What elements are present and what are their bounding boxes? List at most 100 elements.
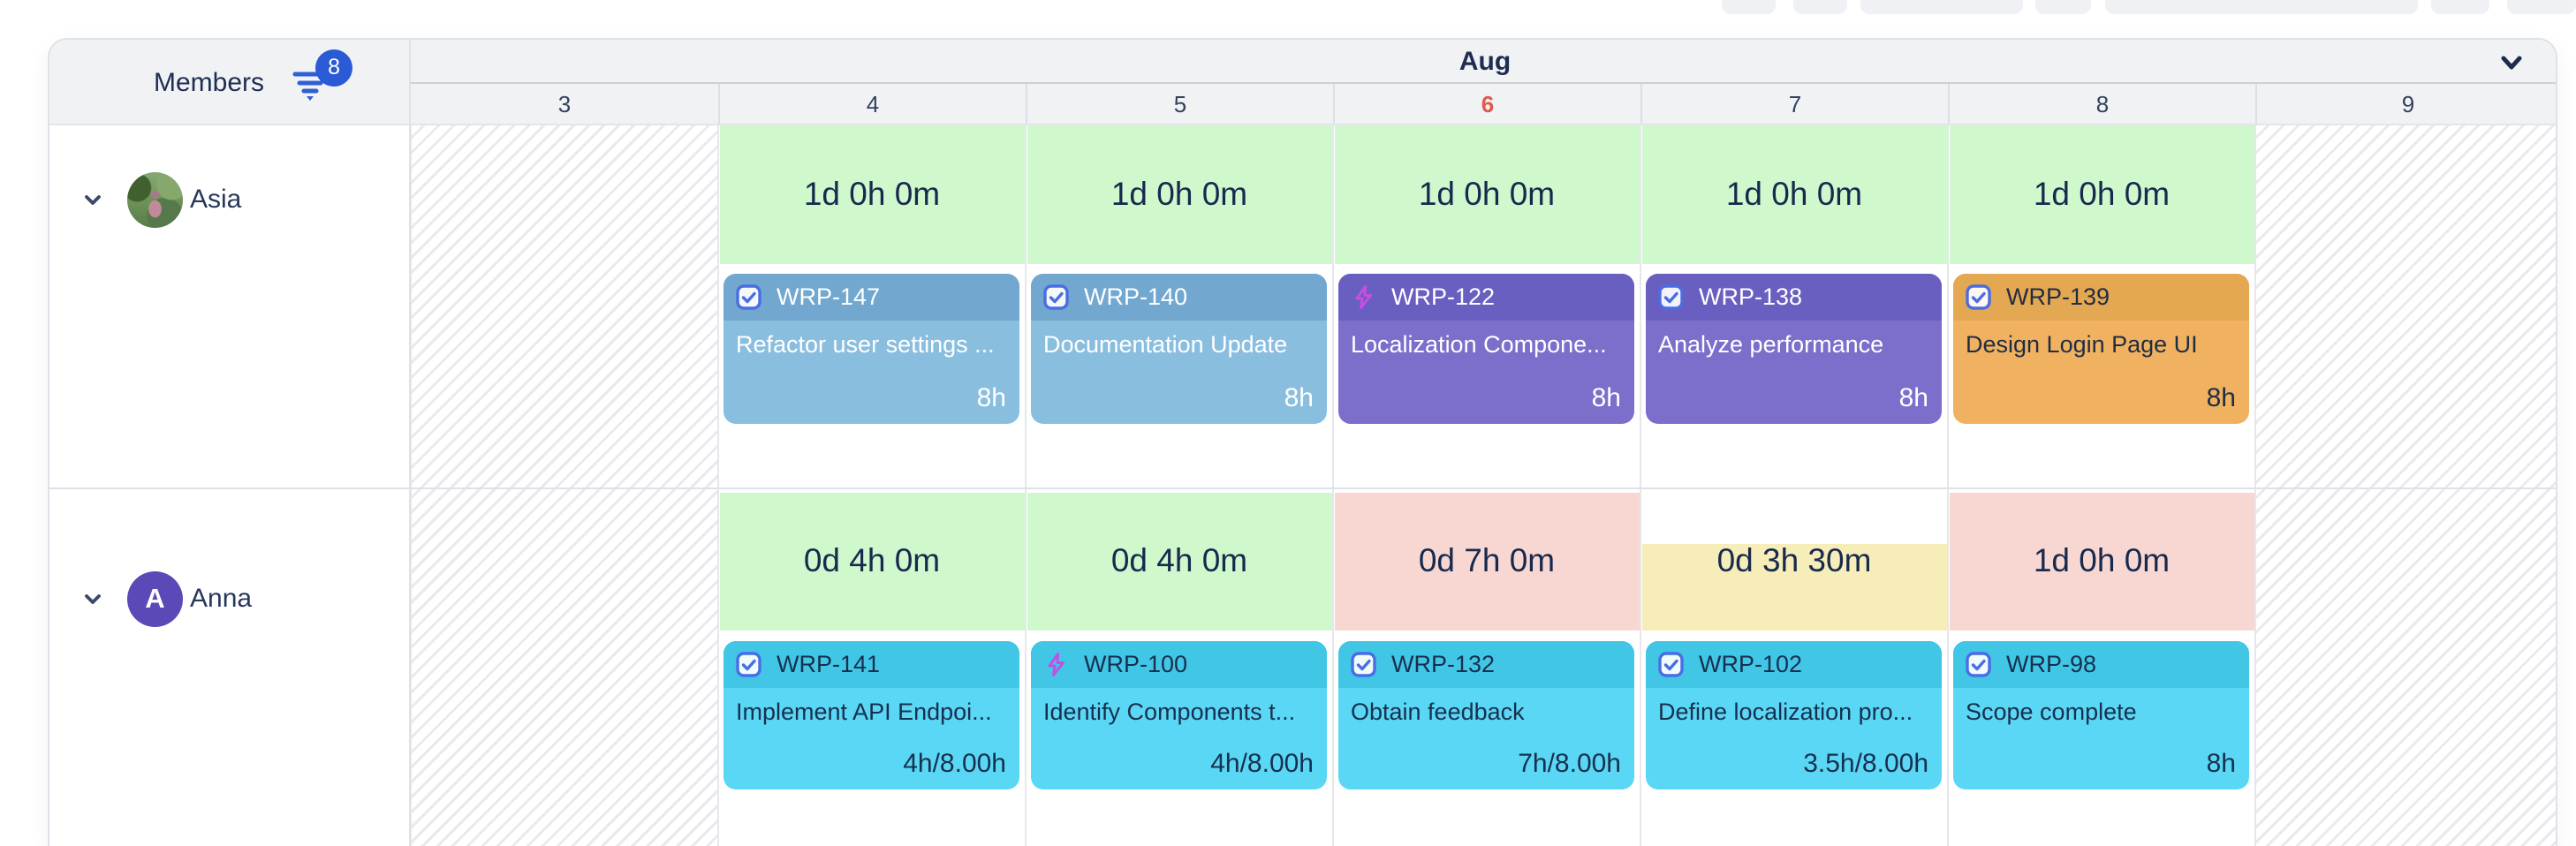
task-title: Implement API Endpoi... — [736, 699, 992, 725]
toolbar-button-partial[interactable] — [2035, 0, 2091, 14]
toolbar-button-partial[interactable] — [2507, 0, 2576, 14]
column-divider — [1640, 125, 1641, 846]
task-card-wrp-138[interactable]: WRP-138 Analyze performance 8h — [1646, 274, 1942, 424]
weekend-hatch-day-3 — [411, 125, 718, 846]
capacity-value: 1d 0h 0m — [1110, 176, 1248, 212]
capacity-value: 0d 7h 0m — [1418, 542, 1556, 578]
header-bar: Members 8 Aug — [49, 40, 2556, 125]
capacity-cell-anna-day5[interactable] — [1027, 493, 1333, 631]
task-card-header: WRP-132 — [1338, 641, 1634, 688]
member-row-anna: A Anna — [49, 570, 407, 627]
task-effort: 8h — [2206, 383, 2236, 412]
schedule-grid: 1d 0h 0m 1d 0h 0m 1d 0h 0m 1d 0h 0m 1d 0h 0m… — [49, 125, 2556, 846]
task-card-wrp-141[interactable]: WRP-141 Implement API Endpoi... 4h/8.00h — [724, 641, 1019, 789]
month-label: Aug — [1458, 47, 1512, 76]
capacity-value: 1d 0h 0m — [2033, 176, 2171, 212]
day-header-label: 6 — [1481, 91, 1495, 117]
member-row-divider — [49, 487, 2556, 489]
capacity-cell-asia-day5[interactable] — [1027, 125, 1333, 264]
day-header-5: 5 — [1026, 84, 1333, 125]
expand-chevron-down-icon[interactable] — [80, 186, 106, 213]
task-effort: 4h/8.00h — [1210, 749, 1314, 778]
task-checkbox-icon — [1350, 651, 1377, 678]
day-header-label: 7 — [1788, 91, 1802, 117]
task-card-wrp-139[interactable]: WRP-139 Design Login Page UI 8h — [1953, 274, 2249, 424]
task-title: Documentation Update — [1043, 331, 1288, 358]
weekend-hatch-day-9 — [2255, 125, 2556, 846]
task-title: Analyze performance — [1658, 331, 1884, 358]
toolbar-button-partial[interactable] — [1793, 0, 1847, 14]
day-header-7: 7 — [1640, 84, 1948, 125]
task-card-wrp-122[interactable]: WRP-122 Localization Compone... 8h — [1338, 274, 1634, 424]
expand-chevron-down-icon[interactable] — [80, 585, 106, 612]
capacity-cell-asia-day7[interactable] — [1642, 125, 1948, 264]
task-card-header: WRP-100 — [1031, 641, 1327, 688]
capacity-value: 0d 4h 0m — [803, 542, 941, 578]
task-title: Design Login Page UI — [1966, 331, 2198, 358]
capacity-cell-asia-day8[interactable] — [1950, 125, 2255, 264]
task-effort: 3.5h/8.00h — [1803, 749, 1928, 778]
date-header-row: 3 4 5 6 7 8 9 — [49, 84, 2556, 125]
member-name: Asia — [190, 185, 242, 214]
day-header-label: 8 — [2095, 91, 2110, 117]
task-card-header: WRP-102 — [1646, 641, 1942, 688]
toolbar-button-partial[interactable] — [2431, 0, 2489, 14]
zap-icon — [1042, 651, 1070, 678]
avatar-anna: A — [127, 570, 183, 627]
toolbar-button-partial[interactable] — [1860, 0, 2023, 14]
workload-planner-card: Members 8 Aug — [48, 38, 2557, 846]
header-bottom-border — [49, 124, 2556, 125]
task-card-wrp-140[interactable]: WRP-140 Documentation Update 8h — [1031, 274, 1327, 424]
capacity-cell-asia-day6[interactable] — [1335, 125, 1640, 264]
zap-icon — [1350, 283, 1377, 311]
capacity-cell-anna-day7[interactable] — [1642, 544, 1948, 631]
task-card-header: WRP-98 — [1953, 641, 2249, 688]
month-daterow-divider — [411, 82, 2556, 84]
column-divider — [1947, 125, 1949, 846]
toolbar-button-partial[interactable] — [2105, 0, 2418, 14]
task-card-wrp-102[interactable]: WRP-102 Define localization pro... 3.5h/8.… — [1646, 641, 1942, 789]
day-header-9: 9 — [2255, 84, 2556, 125]
task-card-wrp-132[interactable]: WRP-132 Obtain feedback 7h/8.00h — [1338, 641, 1634, 789]
members-header-label: Members — [153, 67, 265, 97]
column-divider — [410, 125, 412, 846]
task-card-header: WRP-147 — [724, 274, 1019, 321]
task-title: Identify Components t... — [1043, 699, 1296, 725]
members-panel-divider — [409, 40, 411, 846]
task-effort: 8h — [2206, 749, 2236, 778]
day-header-8: 8 — [1948, 84, 2255, 125]
member-name: Anna — [190, 584, 253, 613]
task-effort: 4h/8.00h — [903, 749, 1006, 778]
members-header: Members 8 — [49, 40, 411, 125]
task-id: WRP-141 — [777, 651, 881, 677]
task-title: Refactor user settings ... — [736, 331, 995, 358]
task-effort: 8h — [976, 383, 1006, 412]
column-divider — [1332, 125, 1334, 846]
task-checkbox-icon — [1657, 283, 1685, 311]
column-divider — [1025, 125, 1027, 846]
task-card-header: WRP-122 — [1338, 274, 1634, 321]
task-id: WRP-98 — [2006, 651, 2097, 677]
task-card-wrp-147[interactable]: WRP-147 Refactor user settings ... 8h — [724, 274, 1019, 424]
task-checkbox-icon — [1965, 283, 1992, 311]
task-effort: 7h/8.00h — [1518, 749, 1621, 778]
capacity-cell-anna-day6[interactable] — [1335, 493, 1640, 631]
task-title: Scope complete — [1966, 699, 2137, 725]
collapse-month-chevron-down-icon[interactable] — [2494, 47, 2529, 83]
members-filter-button[interactable]: 8 — [291, 49, 353, 102]
day-header-3: 3 — [411, 84, 718, 125]
capacity-cell-anna-day8[interactable] — [1950, 493, 2255, 631]
filter-count-badge: 8 — [315, 49, 353, 87]
capacity-cell-asia-day4[interactable] — [720, 125, 1026, 264]
toolbar-button-partial[interactable] — [1722, 0, 1776, 14]
capacity-cell-anna-day4[interactable] — [720, 493, 1026, 631]
task-card-header: WRP-141 — [724, 641, 1019, 688]
capacity-value: 1d 0h 0m — [2033, 542, 2171, 578]
day-header-label: 4 — [866, 91, 880, 117]
day-header-label: 5 — [1173, 91, 1187, 117]
task-effort: 8h — [1898, 383, 1928, 412]
task-id: WRP-100 — [1084, 651, 1188, 677]
task-id: WRP-122 — [1391, 283, 1496, 310]
task-card-wrp-100[interactable]: WRP-100 Identify Components t... 4h/8.00h — [1031, 641, 1327, 789]
task-card-wrp-98[interactable]: WRP-98 Scope complete 8h — [1953, 641, 2249, 789]
